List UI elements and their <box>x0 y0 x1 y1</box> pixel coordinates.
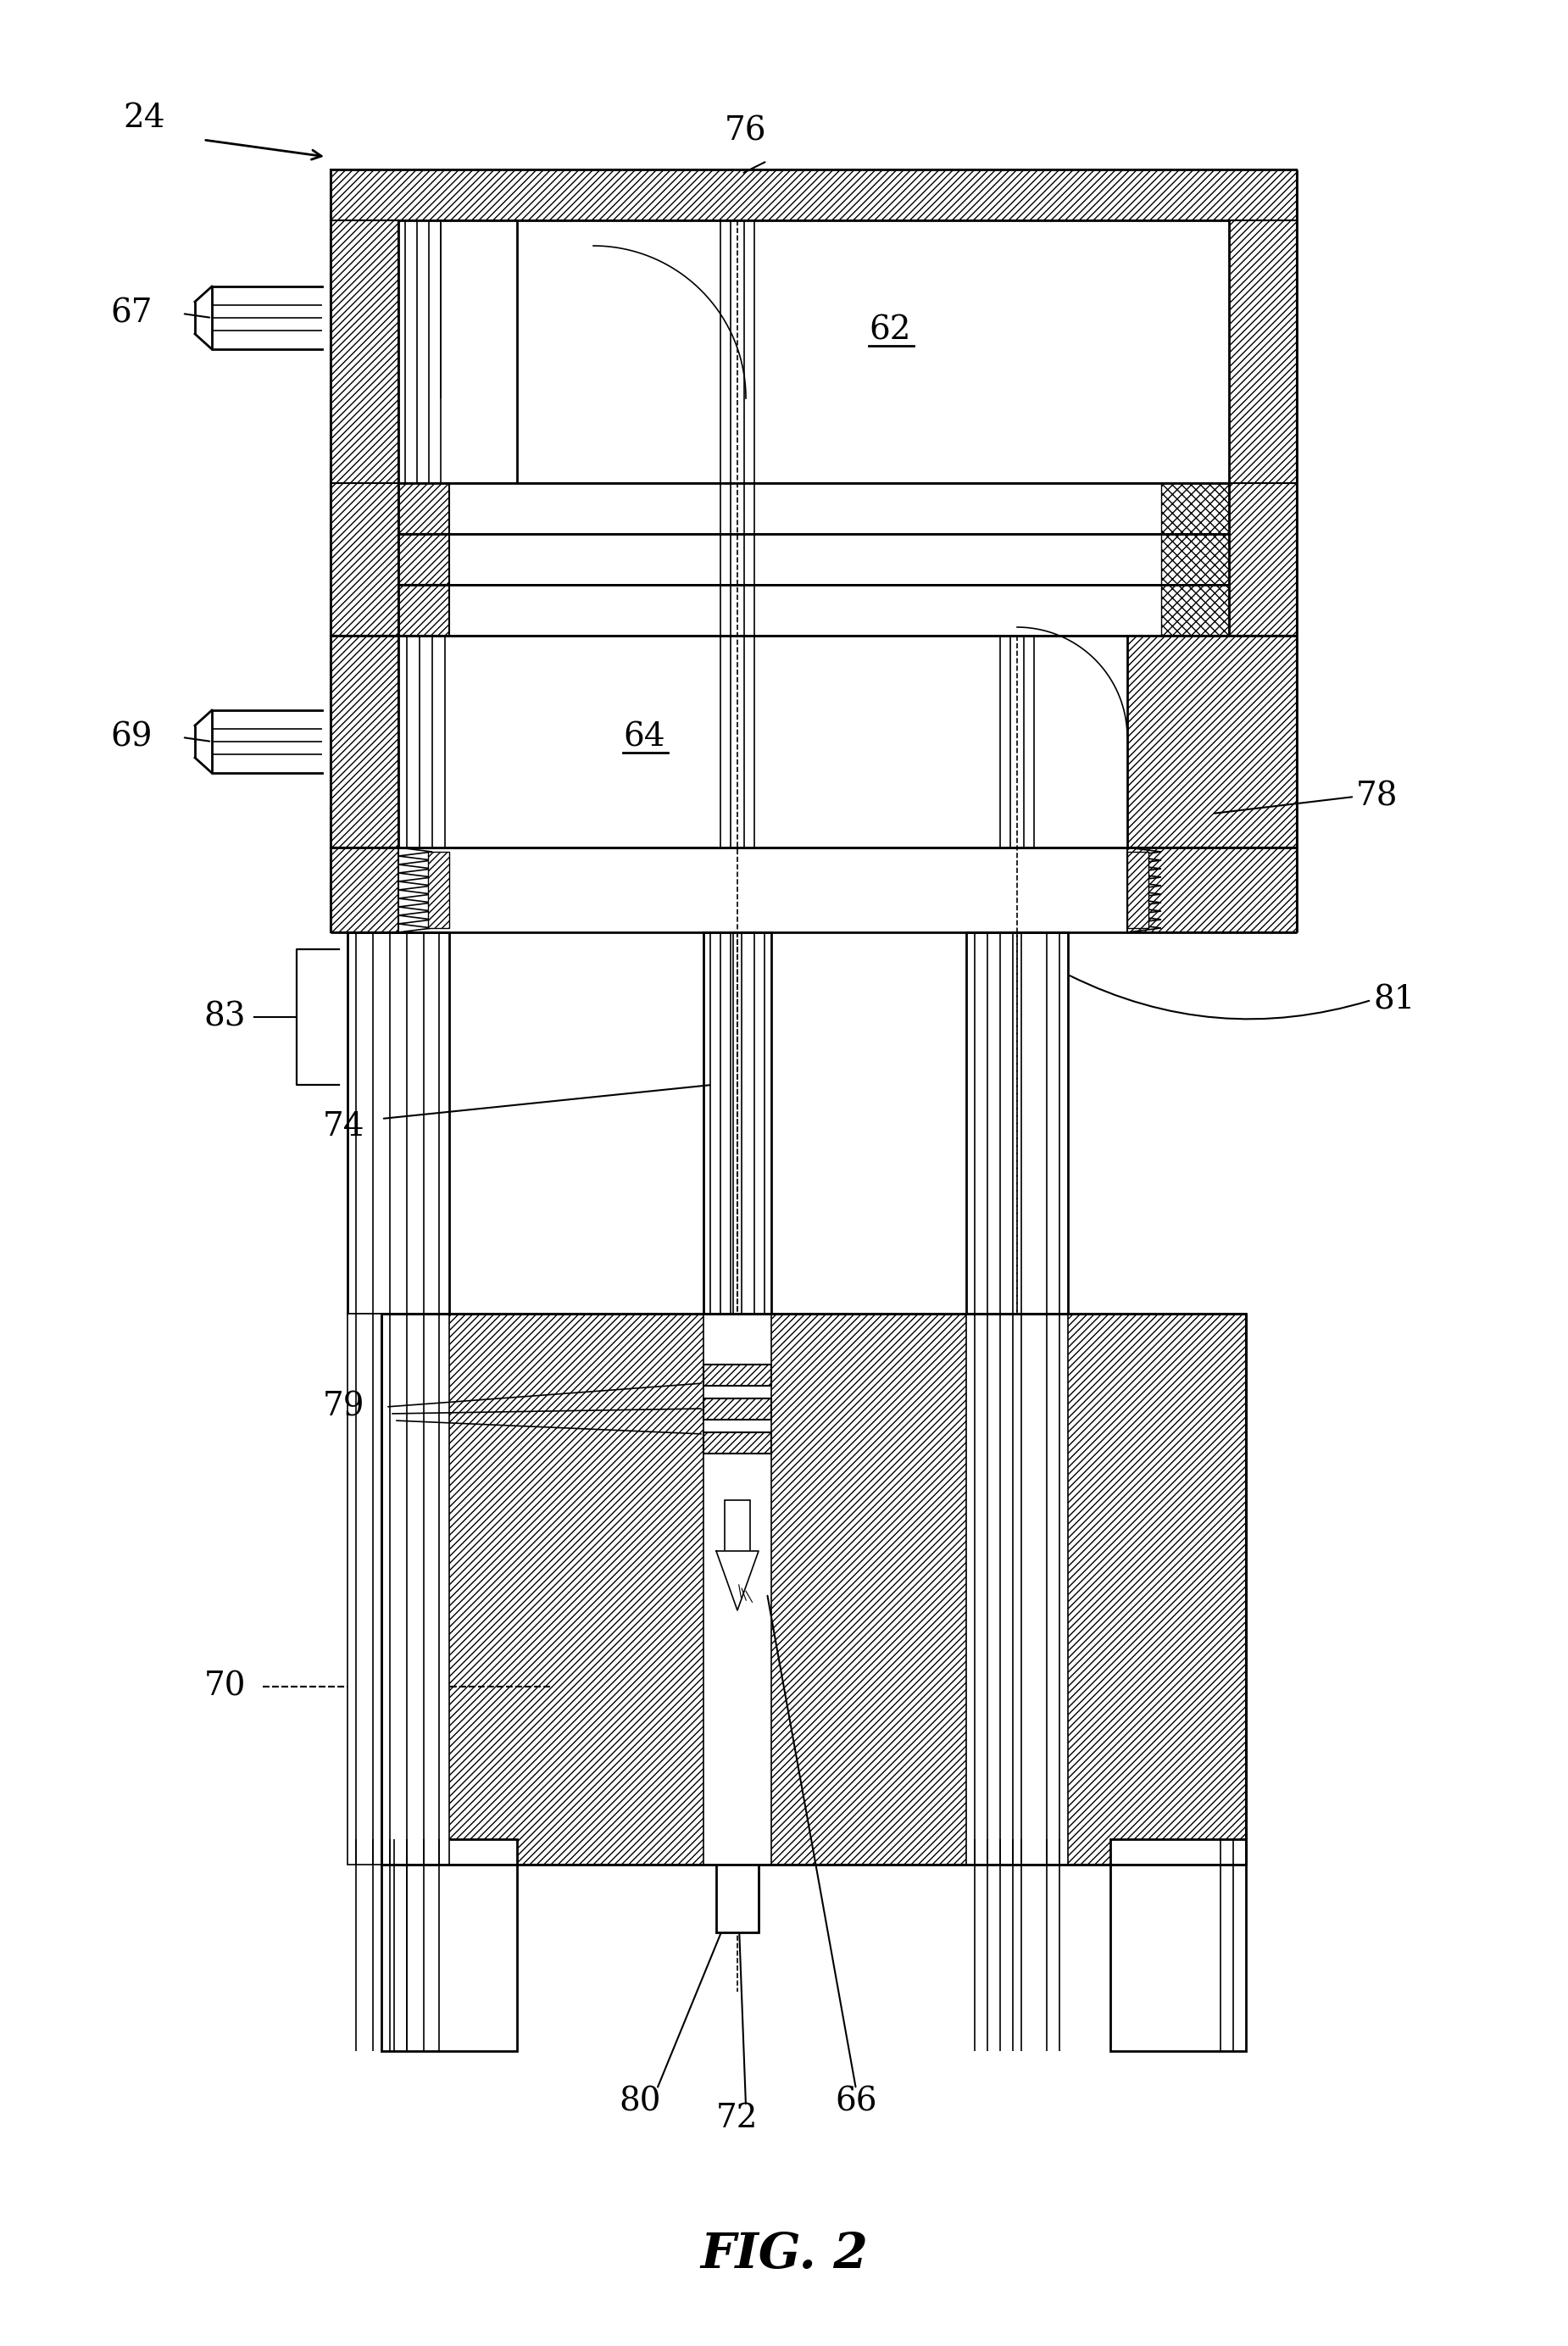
Text: 81: 81 <box>1374 985 1414 1016</box>
Bar <box>985 1314 991 1865</box>
Bar <box>1127 847 1297 931</box>
Text: 78: 78 <box>1356 781 1399 812</box>
Bar <box>972 1314 978 1865</box>
Bar <box>398 535 1229 584</box>
Text: 64: 64 <box>622 723 665 753</box>
Bar <box>422 1314 428 1865</box>
Bar <box>398 584 448 636</box>
Polygon shape <box>717 1551 759 1609</box>
Bar <box>1044 1314 1051 1865</box>
Bar <box>717 1865 759 1933</box>
Text: FIG. 2: FIG. 2 <box>701 2231 867 2278</box>
Bar <box>704 1365 771 1386</box>
Bar <box>428 852 448 929</box>
Text: 62: 62 <box>869 314 911 347</box>
Bar <box>381 1314 1247 1865</box>
Bar <box>331 169 1297 221</box>
Bar <box>1057 1314 1063 1865</box>
Bar <box>405 1314 411 1865</box>
Bar <box>1110 1839 1247 2050</box>
Text: 72: 72 <box>717 2102 759 2135</box>
Bar <box>353 1314 361 1865</box>
Bar <box>398 535 448 584</box>
Text: 24: 24 <box>122 103 165 134</box>
Bar <box>348 931 448 1314</box>
Bar <box>704 1398 771 1419</box>
Bar <box>448 584 1178 636</box>
Bar <box>436 1314 444 1865</box>
Bar <box>704 931 771 1314</box>
Bar <box>704 1314 771 1865</box>
Text: 79: 79 <box>323 1391 364 1422</box>
Bar <box>704 1398 771 1419</box>
Bar <box>448 483 1178 535</box>
Text: 80: 80 <box>619 2086 660 2118</box>
Bar <box>704 1433 771 1455</box>
Bar <box>398 584 1229 636</box>
Text: 76: 76 <box>724 115 767 148</box>
Bar <box>1127 636 1297 847</box>
Bar <box>348 1314 448 1865</box>
Text: 74: 74 <box>323 1112 364 1143</box>
Bar <box>448 535 1178 584</box>
Bar <box>704 1433 771 1455</box>
Text: 67: 67 <box>111 298 152 328</box>
Bar <box>1162 483 1229 535</box>
Text: 69: 69 <box>111 723 152 753</box>
Bar <box>966 1314 1068 1865</box>
Bar <box>1162 535 1229 584</box>
Bar <box>966 931 1068 1314</box>
Bar <box>331 483 1297 636</box>
Bar <box>398 221 1229 483</box>
Bar <box>331 847 398 931</box>
Bar <box>398 483 448 535</box>
Bar <box>381 1314 1247 1865</box>
Bar <box>1127 852 1148 929</box>
Bar <box>997 1314 1005 1865</box>
Bar <box>398 483 1229 535</box>
Bar <box>1019 1314 1025 1865</box>
Bar <box>387 1314 394 1865</box>
Bar <box>381 1839 517 2050</box>
Bar <box>704 1365 771 1386</box>
Bar <box>1229 221 1297 483</box>
Bar <box>331 636 398 847</box>
Bar <box>724 1499 750 1560</box>
Bar <box>370 1314 378 1865</box>
Text: 66: 66 <box>836 2086 877 2118</box>
Text: 70: 70 <box>204 1670 246 1703</box>
Bar <box>1010 1314 1018 1865</box>
Text: 83: 83 <box>204 1002 246 1032</box>
Bar <box>1162 584 1229 636</box>
Bar <box>398 636 1127 847</box>
Bar <box>331 221 398 483</box>
